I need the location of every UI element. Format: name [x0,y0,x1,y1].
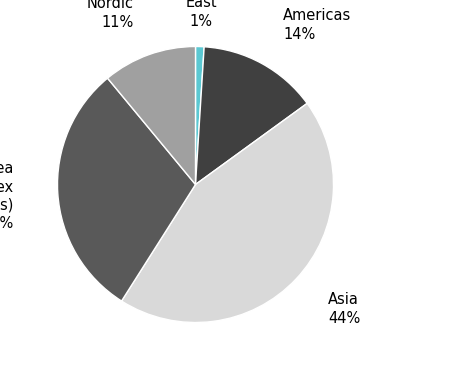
Text: Americas
14%: Americas 14% [283,8,351,42]
Text: Middle
East
1%: Middle East 1% [177,0,225,28]
Wedge shape [107,46,195,184]
Text: Europea
(ex
Nordics)
30%: Europea (ex Nordics) 30% [0,161,14,231]
Text: Nordic
11%: Nordic 11% [87,0,134,30]
Wedge shape [121,103,333,323]
Text: Asia
44%: Asia 44% [328,292,360,326]
Wedge shape [195,46,204,184]
Wedge shape [57,78,195,301]
Wedge shape [195,47,307,184]
